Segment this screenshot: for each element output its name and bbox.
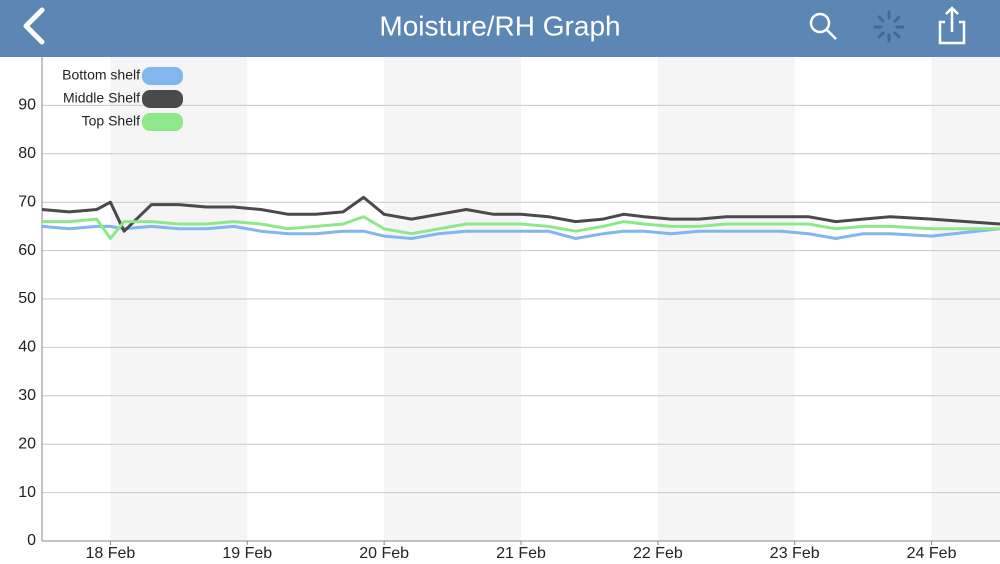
legend-label: Middle Shelf [63, 90, 140, 106]
y-tick-label: 50 [18, 290, 36, 307]
y-tick-label: 70 [18, 193, 36, 210]
header-bar [0, 0, 1000, 57]
y-tick-label: 30 [18, 387, 36, 404]
legend-swatch [142, 90, 183, 108]
loading-spinner [873, 10, 905, 43]
legend-swatch [142, 113, 183, 131]
x-tick-label: 18 Feb [86, 545, 136, 562]
y-tick-label: 40 [18, 339, 36, 356]
search-button[interactable] [809, 12, 837, 40]
x-tick-label: 20 Feb [359, 545, 409, 562]
back-button[interactable] [23, 7, 45, 45]
x-tick-label: 23 Feb [770, 545, 820, 562]
series-line [41, 224, 1000, 240]
plot-area: 0 10 20 30 40 50 60 70 80 90 18 Feb 19 Feb 20 Feb 21 … [18, 57, 1000, 562]
y-tick-label: 20 [18, 435, 36, 452]
legend-label: Bottom shelf [62, 67, 140, 83]
x-tick-label: 19 Feb [222, 545, 272, 562]
x-tick-label: 24 Feb [907, 545, 957, 562]
legend-swatch [142, 67, 183, 85]
series-line [42, 215, 1000, 240]
y-tick-label: 0 [27, 532, 36, 549]
x-tick-label: 21 Feb [496, 545, 546, 562]
legend-label: Top Shelf [82, 113, 140, 129]
y-tick-label: 10 [18, 484, 36, 501]
share-button[interactable] [938, 6, 966, 45]
x-tick-label: 22 Feb [633, 545, 683, 562]
y-tick-label: 80 [18, 145, 36, 162]
y-tick-label: 90 [18, 97, 36, 114]
series-line [41, 195, 1000, 233]
y-tick-label: 60 [18, 242, 36, 259]
screen-title: Moisture/RH Graph [379, 10, 620, 41]
